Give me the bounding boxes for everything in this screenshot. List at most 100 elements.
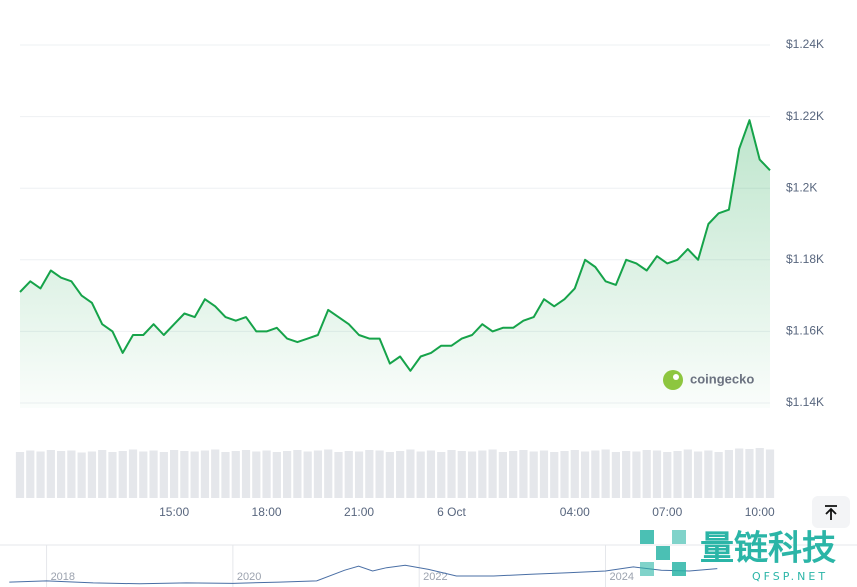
volume-bar: [190, 451, 199, 498]
volume-bar: [529, 451, 538, 498]
scroll-top-button[interactable]: [812, 496, 850, 528]
volume-bar: [139, 451, 148, 498]
volume-bar: [26, 450, 35, 498]
volume-bar: [354, 451, 364, 498]
logo-text: coingecko: [690, 371, 754, 386]
volume-bar: [437, 452, 446, 498]
volume-bar: [745, 449, 754, 498]
volume-bar: [755, 448, 764, 498]
navigator-tick-label: 2020: [237, 571, 261, 583]
watermark-icon: [672, 530, 686, 544]
volume-bar: [272, 452, 281, 498]
volume-bar: [509, 451, 518, 498]
volume-bar: [87, 451, 97, 498]
volume-bar: [735, 448, 744, 498]
volume-bar: [324, 449, 333, 498]
volume-bar: [283, 451, 292, 498]
volume-bar: [118, 451, 127, 498]
volume-bar: [77, 452, 86, 498]
volume-bar: [467, 451, 477, 498]
x-tick-label: 21:00: [344, 505, 374, 519]
logo-icon: [663, 370, 683, 390]
main-chart: $1.14K $1.16K $1.18K $1.2K $1.22K $1.24K 15:00…: [15, 37, 824, 519]
navigator-line: [9, 564, 718, 585]
navigator-tick-label: 2024: [609, 571, 633, 583]
volume-bar: [108, 452, 117, 498]
volume-bar: [293, 450, 302, 498]
volume-bar: [334, 452, 343, 498]
navigator: 2018 2020 2022 2024: [0, 544, 857, 587]
x-tick-label: 18:00: [252, 505, 282, 519]
price-line: [19, 119, 771, 372]
volume-bar: [303, 451, 312, 498]
volume-bar: [570, 450, 579, 498]
volume-bar: [365, 450, 374, 498]
volume-bar: [519, 450, 528, 498]
volume-bar: [704, 450, 713, 498]
volume-bar: [550, 452, 559, 498]
y-tick-label: $1.16K: [786, 324, 824, 338]
coingecko-logo: coingecko: [663, 370, 754, 390]
volume-bar: [447, 450, 456, 498]
price-area: [20, 120, 770, 408]
volume-bar: [241, 450, 251, 498]
volume-bar: [159, 452, 168, 498]
volume-bar: [180, 451, 189, 498]
watermark-subtitle: QFSP.NET: [752, 570, 828, 583]
volume-bar: [632, 451, 641, 498]
volume-bar: [313, 450, 323, 498]
volume-bar: [642, 450, 651, 498]
volume-bar: [663, 452, 672, 498]
y-tick-label: $1.2K: [786, 180, 817, 194]
x-tick-label: 15:00: [159, 505, 189, 519]
volume-bar: [652, 450, 662, 498]
volume-bar: [375, 450, 384, 498]
volume-bar: [36, 451, 45, 498]
volume-bar: [416, 451, 425, 498]
volume-bar: [211, 449, 220, 498]
volume-bar: [724, 450, 734, 498]
volume-bar: [765, 449, 775, 498]
navigator-tick-label: 2022: [423, 571, 447, 583]
volume-bar: [385, 452, 394, 498]
volume-bar: [231, 451, 240, 498]
button-icon: [825, 505, 837, 520]
volume-bar: [15, 452, 25, 498]
volume-bar: [498, 452, 507, 498]
x-tick-label: 07:00: [652, 505, 682, 519]
volume-bar: [539, 450, 549, 498]
volume-bar: [426, 450, 436, 498]
logo-eye: [673, 374, 679, 380]
volume-bar: [46, 450, 55, 498]
watermark-title: 量链科技: [700, 529, 836, 569]
x-tick-label: 04:00: [560, 505, 590, 519]
volume-bar: [611, 452, 620, 498]
navigator-tick-label: 2018: [51, 571, 75, 583]
volume-bar: [457, 451, 466, 498]
volume-bar: [396, 451, 405, 498]
volume-bar: [580, 451, 590, 498]
volume-bar: [673, 451, 682, 498]
volume-bar: [683, 449, 692, 498]
volume-bar: [56, 451, 66, 498]
volume-bar: [149, 450, 158, 498]
watermark-icon: [656, 546, 670, 560]
volume-bar: [622, 451, 631, 498]
y-tick-label: $1.14K: [786, 395, 824, 409]
x-tick-label: 10:00: [745, 505, 775, 519]
volume-bar: [252, 451, 261, 498]
volume-bar: [693, 451, 703, 498]
volume-bar: [67, 450, 76, 498]
y-tick-label: $1.24K: [786, 37, 824, 51]
volume-bar: [98, 450, 107, 498]
volume-bar: [221, 452, 230, 498]
volume-bar: [560, 451, 569, 498]
watermark-icon: [640, 562, 654, 576]
volume-bar: [478, 450, 487, 498]
volume-bar: [170, 450, 179, 498]
watermark: 量链科技 QFSP.NET: [640, 529, 836, 583]
watermark-icon: [672, 562, 686, 576]
volume-bar: [601, 449, 610, 498]
y-tick-label: $1.18K: [786, 252, 824, 266]
